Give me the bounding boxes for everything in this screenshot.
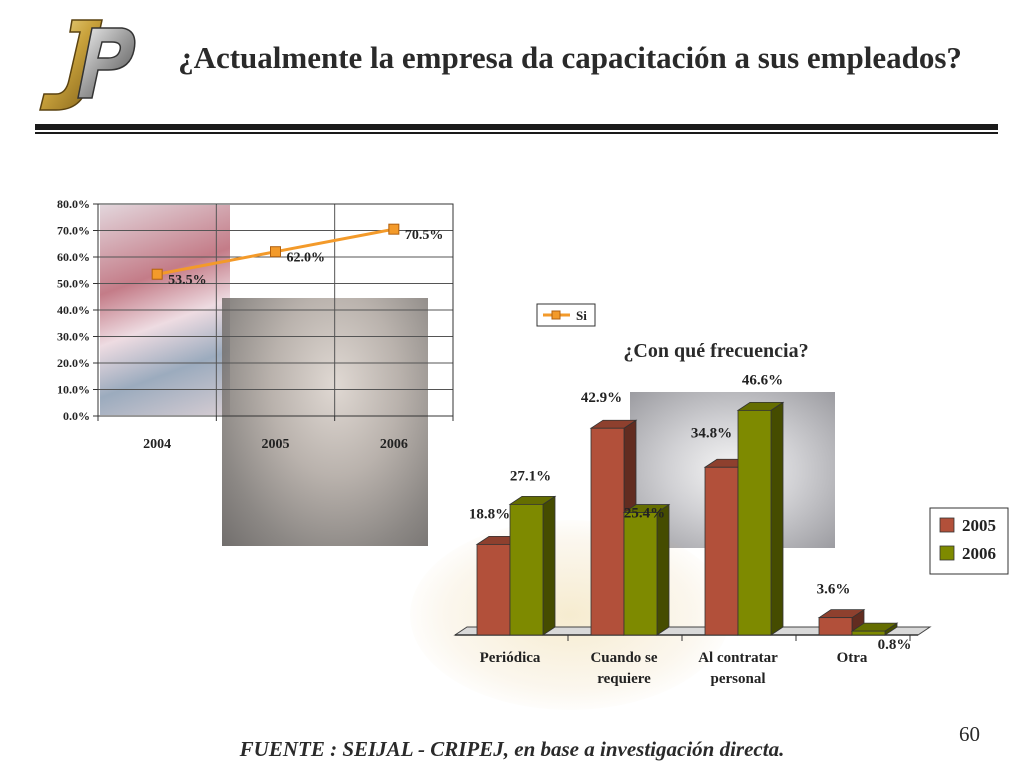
bar-chart-legend: 2005 2006: [929, 507, 1009, 575]
watermark-logo: [410, 520, 730, 710]
bar-data-label: 42.9%: [581, 390, 622, 406]
line-chart: 0.0% 10.0% 20.0% 30.0% 40.0% 50.0% 60.0% 70.0% 8…: [57, 197, 454, 452]
bar-legend-label: 2006: [962, 544, 996, 563]
line-chart-x-tick-label: 2004: [143, 437, 171, 452]
line-chart-y-tick-label: 50.0%: [57, 277, 90, 291]
source-footer: FUENTE : SEIJAL - CRIPEJ, en base a inve…: [239, 737, 785, 761]
bar-side: [656, 503, 670, 636]
bar-data-label: 18.8%: [469, 506, 510, 522]
bar-side: [542, 495, 556, 636]
line-chart-y-tick-label: 70.0%: [57, 224, 90, 238]
line-legend-label: Si: [576, 308, 587, 323]
line-chart-y-tick-label: 30.0%: [57, 330, 90, 344]
background-photo-woman: [222, 298, 428, 546]
bar: [737, 409, 772, 636]
bar-chart-category-label: requiere: [597, 671, 651, 687]
line-chart-y-tick-label: 0.0%: [63, 409, 90, 423]
title-rule-thin: [35, 132, 998, 134]
line-chart-legend: Si: [536, 303, 596, 327]
bar-side: [770, 401, 784, 636]
line-chart-y-tick-label: 80.0%: [57, 197, 90, 211]
bar-data-label: 0.8%: [878, 637, 912, 653]
bar-data-label: 3.6%: [817, 582, 851, 598]
bar-chart-title: ¿Con qué frecuencia?: [623, 340, 808, 362]
bar-data-label: 27.1%: [510, 468, 551, 484]
line-chart-data-label: 70.5%: [405, 228, 444, 243]
line-chart-x-tick-label: 2005: [262, 437, 290, 452]
title-rule-thick: [35, 124, 998, 130]
bar: [476, 543, 511, 636]
line-chart-plot-area: [97, 203, 454, 417]
bar-chart-category-label: personal: [710, 671, 765, 687]
line-chart-y-tick-label: 20.0%: [57, 356, 90, 370]
bar: [623, 512, 658, 636]
bar-data-label: 46.6%: [742, 372, 783, 388]
bar-chart-category-label: Otra: [837, 650, 868, 666]
bar: [509, 503, 544, 636]
bar-legend-label: 2005: [962, 516, 996, 535]
line-chart-y-tick-label: 60.0%: [57, 250, 90, 264]
line-chart-x-tick-label: 2006: [380, 437, 408, 452]
bar: [704, 466, 739, 636]
bar-chart-category-label: Cuando se: [590, 650, 657, 666]
bar-chart-category-label: Periódica: [480, 650, 541, 666]
line-chart-point: [388, 223, 400, 235]
line-chart-y-tick-label: 10.0%: [57, 383, 90, 397]
slide-number: 60: [959, 722, 980, 746]
line-chart-point: [270, 246, 281, 258]
bar-legend-swatch: [939, 545, 955, 561]
line-chart-data-label: 62.0%: [287, 251, 326, 266]
bar: [818, 617, 853, 636]
bar: [851, 630, 886, 636]
bar-data-label: 34.8%: [691, 425, 732, 441]
bar-chart-category-label: Al contratar: [698, 650, 778, 666]
line-chart-y-tick-label: 40.0%: [57, 303, 90, 317]
slide-title: ¿Actualmente la empresa da capacitación …: [178, 40, 962, 75]
bar-data-label: 25.4%: [624, 506, 665, 522]
line-chart-point: [151, 268, 163, 280]
line-chart-data-label: 53.5%: [168, 273, 207, 288]
jp-logo: [39, 19, 136, 111]
bar: [590, 427, 625, 636]
line-legend-swatch-marker: [551, 310, 561, 320]
bar-chart: ¿Con qué frecuencia? 18.8% 27.1% Periódica 4…: [453, 340, 932, 687]
bar-legend-swatch: [939, 517, 955, 533]
